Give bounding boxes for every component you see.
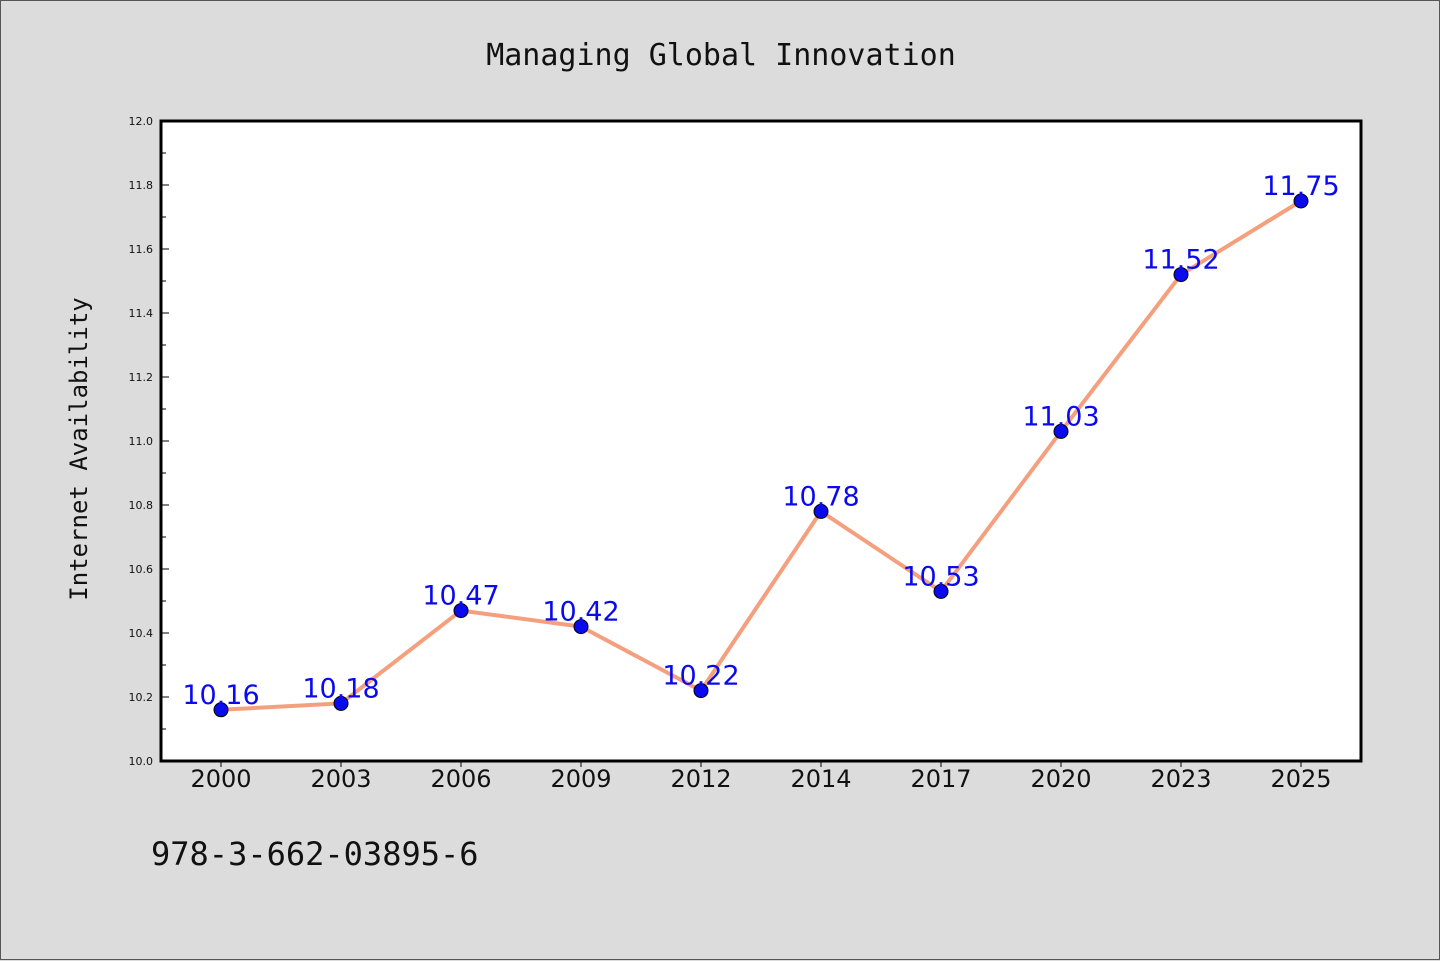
y-axis-ticks: 10.0 10.2 10.4 10.6 10.8 11.0 11.2 11.4 11.6 11.8… <box>129 115 169 768</box>
y-tick-label: 11.4 <box>129 307 154 320</box>
x-tick-label: 2000 <box>190 765 251 793</box>
data-point <box>333 695 349 711</box>
data-labels-group: 10.16 10.18 10.47 10.42 10.22 10.78 10.53 11.03… <box>182 171 1339 711</box>
y-tick-label: 10.0 <box>129 755 154 768</box>
data-label: 11.03 <box>1022 401 1099 432</box>
x-tick-label: 2025 <box>1270 765 1331 793</box>
data-label: 10.18 <box>302 673 379 704</box>
series-line-group <box>220 199 1303 712</box>
y-tick-label: 11.6 <box>129 243 154 256</box>
y-tick-label: 11.2 <box>129 371 154 384</box>
y-tick-label: 11.8 <box>129 179 154 192</box>
plot-border <box>159 119 1363 763</box>
y-axis-label: Internet Availability <box>65 297 93 600</box>
markers-group <box>213 193 1309 718</box>
data-label: 11.52 <box>1142 245 1219 276</box>
x-tick-label: 2012 <box>670 765 731 793</box>
y-tick-label: 12.0 <box>129 115 154 128</box>
x-axis-ticks: 2000 2003 2006 2009 2012 2014 2017 2020 2023 2025 <box>190 761 1332 793</box>
data-point <box>933 583 949 599</box>
data-point <box>693 683 709 699</box>
data-point <box>453 603 469 619</box>
data-point <box>1173 267 1189 283</box>
series-line <box>220 199 1303 712</box>
plot-area <box>161 121 1361 761</box>
x-tick-label: 2006 <box>430 765 491 793</box>
y-tick-label: 11.0 <box>129 435 154 448</box>
y-tick-label: 10.8 <box>129 499 154 512</box>
x-tick-label: 2023 <box>1150 765 1211 793</box>
data-label: 11.75 <box>1262 171 1339 202</box>
data-label: 10.78 <box>782 481 859 512</box>
data-point <box>573 619 589 635</box>
data-label: 10.22 <box>662 661 739 692</box>
x-tick-label: 2017 <box>910 765 971 793</box>
data-point <box>213 702 229 718</box>
data-label: 10.16 <box>182 680 259 711</box>
data-point <box>1293 193 1309 209</box>
isbn-footer: 978-3-662-03895-6 <box>151 835 479 873</box>
y-tick-label: 10.4 <box>129 627 154 640</box>
x-tick-label: 2014 <box>790 765 851 793</box>
x-tick-label: 2020 <box>1030 765 1091 793</box>
y-tick-label: 10.6 <box>129 563 154 576</box>
data-point <box>813 503 829 519</box>
data-label: 10.47 <box>422 581 499 612</box>
data-label: 10.42 <box>542 597 619 628</box>
x-tick-label: 2009 <box>550 765 611 793</box>
x-tick-label: 2003 <box>310 765 371 793</box>
y-tick-label: 10.2 <box>129 691 154 704</box>
data-point <box>1053 423 1069 439</box>
chart-title: Managing Global Innovation <box>486 38 956 73</box>
data-label: 10.53 <box>902 561 979 592</box>
